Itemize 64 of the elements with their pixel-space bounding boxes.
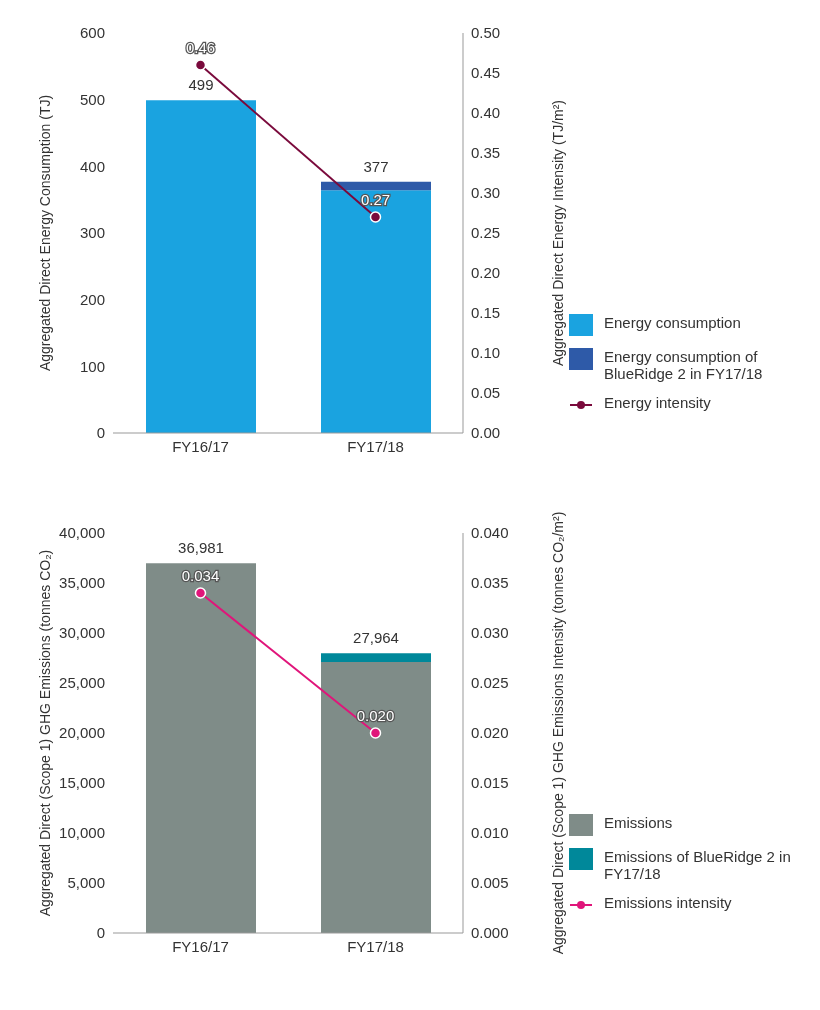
- data-label: 0.020: [356, 707, 395, 724]
- bar: [321, 181, 431, 191]
- y2-tick-label: 0.025: [471, 674, 509, 692]
- legend-label: Emissions intensity: [604, 894, 732, 911]
- y-tick-label: 35,000: [59, 574, 105, 592]
- y2-tick-label: 0.040: [471, 524, 509, 542]
- y-tick-label: 100: [79, 357, 105, 375]
- bar: [321, 662, 431, 933]
- y2-tick-label: 0.50: [471, 24, 501, 42]
- y-tick-label: 600: [79, 24, 105, 42]
- bar: [321, 190, 431, 433]
- x-tick-label: FY17/18: [347, 437, 404, 455]
- legend-label: Emissions: [604, 814, 673, 831]
- y2-tick-label: 0.10: [471, 344, 501, 362]
- y-axis-title: Aggregated Direct (Scope 1) GHG Emissions (tonnes CO₂): [37, 549, 53, 917]
- y-tick-label: 200: [79, 290, 105, 308]
- y-tick-label: 300: [79, 224, 105, 242]
- legend-label: Emissions of BlueRidge 2 in FY17/18: [604, 848, 792, 882]
- total-label: 499: [188, 76, 214, 94]
- y-tick-label: 30,000: [59, 624, 105, 642]
- total-label: 36,981: [178, 539, 224, 557]
- y2-tick-label: 0.35: [471, 144, 501, 162]
- y2-tick-label: 0.30: [471, 184, 501, 202]
- y-tick-label: 15,000: [59, 774, 105, 792]
- x-tick-label: FY16/17: [172, 437, 229, 455]
- y2-tick-label: 0.45: [471, 64, 501, 82]
- y-tick-label: 20,000: [59, 724, 105, 742]
- y-tick-label: 0: [96, 924, 105, 942]
- y-tick-label: 10,000: [59, 824, 105, 842]
- y2-tick-label: 0.010: [471, 824, 509, 842]
- x-tick-label: FY16/17: [172, 937, 229, 955]
- bar: [146, 100, 256, 433]
- y2-axis-title: Aggregated Direct (Scope 1) GHG Emissions Intensity (tonnes CO₂/m²): [549, 511, 566, 955]
- y2-tick-label: 0.15: [471, 304, 501, 322]
- y-tick-label: 40,000: [59, 524, 105, 542]
- legend-label: Energy consumption: [604, 314, 741, 331]
- y2-tick-label: 0.05: [471, 384, 501, 402]
- y-tick-label: 0: [96, 424, 105, 442]
- bar: [321, 653, 431, 662]
- y2-tick-label: 0.005: [471, 874, 509, 892]
- y-tick-label: 400: [79, 157, 105, 175]
- y2-tick-label: 0.25: [471, 224, 501, 242]
- y2-axis-title: Aggregated Direct Energy Intensity (TJ/m²): [549, 99, 566, 367]
- legend-label: Energy intensity: [604, 394, 711, 411]
- y2-tick-label: 0.000: [471, 924, 509, 942]
- y2-tick-label: 0.40: [471, 104, 501, 122]
- data-label: 0.46: [185, 39, 216, 56]
- y-tick-label: 500: [79, 90, 105, 108]
- x-tick-label: FY17/18: [347, 937, 404, 955]
- y-axis-title: Aggregated Direct Energy Consumption (TJ): [37, 94, 53, 372]
- y2-tick-label: 0.020: [471, 724, 509, 742]
- y2-tick-label: 0.20: [471, 264, 501, 282]
- y2-tick-label: 0.00: [471, 424, 501, 442]
- data-label: 0.27: [360, 191, 391, 208]
- y-tick-label: 25,000: [59, 674, 105, 692]
- y2-tick-label: 0.015: [471, 774, 509, 792]
- total-label: 27,964: [353, 629, 399, 647]
- data-label: 0.034: [181, 567, 220, 584]
- y-tick-label: 5,000: [67, 874, 105, 892]
- y2-tick-label: 0.030: [471, 624, 509, 642]
- total-label: 377: [363, 157, 389, 175]
- legend-label: Energy consumption of BlueRidge 2 in FY17/18: [604, 348, 764, 382]
- y2-tick-label: 0.035: [471, 574, 509, 592]
- bar: [146, 563, 256, 933]
